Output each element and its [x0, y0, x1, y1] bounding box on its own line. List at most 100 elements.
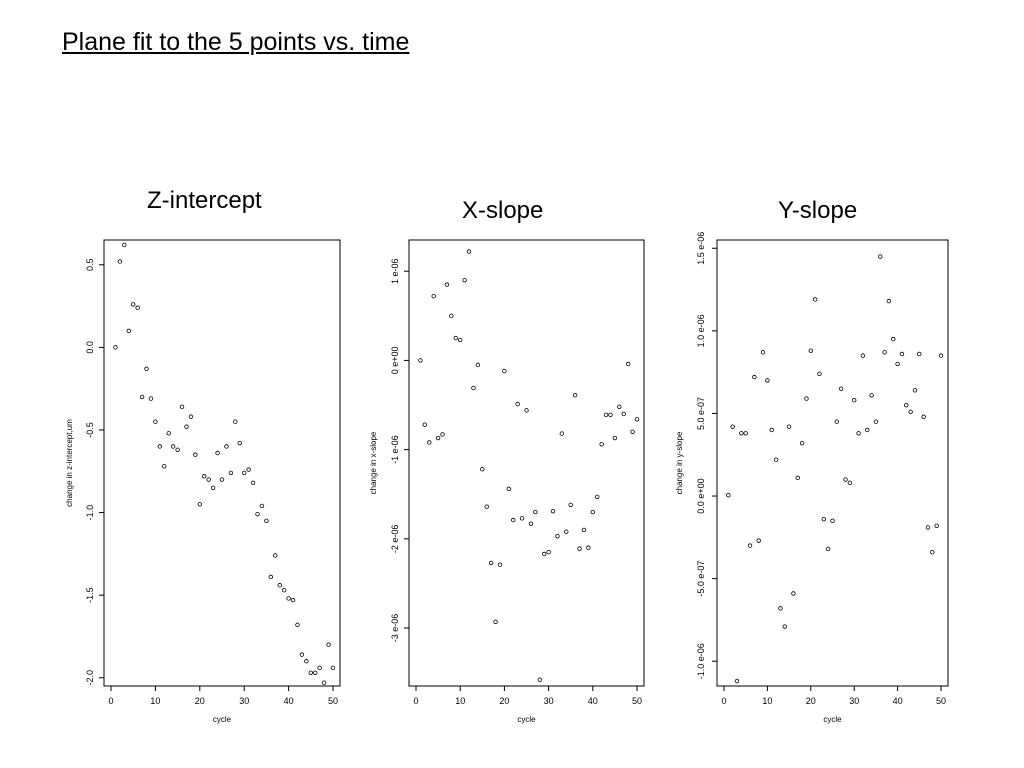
y-slope-data-point — [891, 336, 896, 342]
z-intercept-ytick-label: 0.0 — [85, 341, 95, 354]
z-intercept-data-point — [210, 485, 216, 490]
z-intercept-data-point — [122, 242, 127, 248]
x-slope-plot-frame — [408, 239, 645, 687]
x-slope-xtick-label: 20 — [499, 696, 509, 706]
y-slope-data-point — [938, 353, 944, 358]
x-slope-data-point — [511, 517, 516, 523]
z-intercept-data-point — [130, 302, 136, 307]
y-slope-plot-frame — [716, 239, 949, 687]
x-slope-data-point — [458, 337, 463, 343]
y-slope-data-point — [739, 431, 744, 436]
x-slope-data-point — [515, 401, 520, 407]
x-slope-data-point — [630, 429, 635, 434]
y-slope-data-point — [821, 516, 827, 522]
z-intercept-data-point — [175, 447, 180, 452]
z-intercept-data-point — [330, 665, 336, 671]
y-slope-data-point — [843, 477, 848, 482]
x-slope-data-point — [634, 417, 640, 422]
y-slope-data-point — [865, 427, 870, 433]
y-slope-data-point — [917, 351, 922, 357]
z-intercept-data-point — [313, 670, 318, 675]
x-slope-data-point — [541, 551, 547, 557]
z-intercept-data-point — [215, 450, 220, 456]
y-slope-xtick-label: 40 — [893, 696, 903, 706]
x-slope-data-point — [453, 335, 458, 341]
z-intercept-data-point — [233, 419, 238, 424]
x-slope-ytick-label: -2 e-06 — [390, 525, 400, 554]
x-slope-data-point — [612, 435, 618, 441]
y-slope-data-point — [886, 298, 892, 304]
x-slope-data-point — [488, 560, 494, 566]
x-slope-data-point — [484, 504, 489, 509]
y-slope-data-point — [873, 419, 879, 424]
x-slope-data-point — [431, 293, 436, 299]
z-intercept-ytick-label: -1.5 — [85, 587, 95, 603]
z-intercept-data-point — [148, 396, 154, 401]
z-intercept-data-point — [237, 440, 242, 446]
z-intercept-data-point — [117, 259, 123, 264]
y-slope-ytick-label: -1.0 e-06 — [696, 643, 706, 679]
y-slope-data-point — [804, 396, 809, 401]
z-intercept-data-point — [259, 503, 265, 509]
x-slope-xtick-label: 0 — [413, 696, 418, 706]
z-intercept-xtick-label: 0 — [108, 696, 113, 706]
z-intercept-data-point — [184, 424, 189, 429]
y-slope-data-point — [778, 606, 783, 611]
z-intercept-data-point — [188, 414, 194, 419]
z-intercept-plot-frame — [103, 239, 341, 687]
x-slope-data-point — [480, 467, 485, 472]
y-slope-data-point — [730, 424, 735, 429]
z-intercept-xtick-label: 20 — [195, 696, 205, 706]
z-intercept-data-point — [144, 366, 149, 372]
y-slope-xlabel: cycle — [823, 715, 842, 724]
x-slope-data-point — [621, 411, 626, 417]
slide-title: Plane fit to the 5 points vs. time — [62, 28, 410, 56]
y-slope-data-point — [830, 518, 835, 524]
y-slope-xtick-label: 10 — [762, 696, 772, 706]
x-slope-data-point — [422, 422, 428, 427]
x-slope-ytick-label: 1 e-06 — [390, 258, 400, 284]
z-intercept-data-point — [224, 444, 229, 449]
y-slope-data-point — [769, 427, 774, 433]
z-intercept-xlabel: cycle — [213, 715, 232, 724]
x-slope-xtick-label: 50 — [632, 696, 642, 706]
y-slope-data-point — [747, 543, 753, 548]
z-intercept-data-point — [317, 665, 322, 671]
x-slope-data-point — [418, 358, 423, 363]
x-slope-data-point — [603, 412, 609, 418]
y-slope-data-point — [869, 393, 874, 398]
y-slope-data-point — [756, 538, 761, 543]
x-slope-data-point — [497, 562, 503, 567]
y-slope-data-point — [799, 440, 805, 446]
x-slope-data-point — [550, 508, 556, 514]
z-intercept-data-point — [286, 596, 291, 601]
y-slope-data-point — [795, 475, 800, 481]
y-slope-data-point — [734, 678, 740, 684]
x-slope-data-point — [462, 277, 467, 283]
y-slope-data-point — [882, 350, 887, 355]
y-slope-data-point — [912, 388, 918, 393]
y-slope-ytick-label: 5.0 e-07 — [696, 397, 706, 430]
x-slope-data-point — [466, 249, 472, 254]
y-slope-data-point — [899, 351, 905, 357]
y-slope-data-point — [825, 546, 831, 552]
y-slope-data-point — [895, 361, 900, 367]
y-slope-xtick-label: 20 — [806, 696, 816, 706]
y-slope-ytick-label: 1.5 e-06 — [696, 232, 706, 265]
y-slope-data-point — [752, 374, 757, 380]
x-slope-data-point — [559, 431, 565, 436]
y-slope-data-point — [852, 398, 857, 403]
y-slope-ytick-label: -5.0 e-07 — [696, 561, 706, 597]
x-slope-xtick-label: 40 — [588, 696, 598, 706]
z-intercept-xtick-label: 40 — [284, 696, 294, 706]
x-slope-data-point — [427, 440, 432, 445]
x-slope-data-point — [519, 516, 525, 521]
z-intercept-data-point — [162, 464, 167, 469]
x-slope-data-point — [502, 368, 507, 374]
x-slope-data-point — [586, 545, 591, 550]
y-slope-data-point — [765, 378, 770, 383]
z-intercept-title: Z-intercept — [147, 187, 262, 214]
x-slope-data-point — [572, 393, 578, 398]
y-slope-data-point — [930, 550, 935, 555]
y-slope-data-point — [878, 254, 883, 259]
